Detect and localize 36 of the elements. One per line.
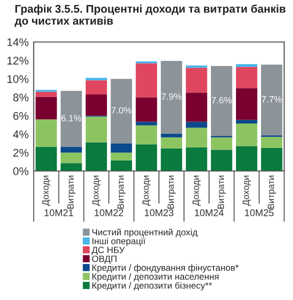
x-tick-label: Витрати — [67, 176, 76, 209]
x-tick-label: Витрати — [218, 176, 226, 209]
x-tick-label: Доходи — [142, 176, 151, 206]
legend-label: Чистий процентний дохід — [92, 228, 198, 238]
x-tick-label: Доходи — [42, 176, 50, 206]
data-label: 6.1% — [61, 114, 82, 122]
text: 10M22 — [94, 209, 124, 216]
legend-label: Кредити / фондування фінустанов* — [92, 264, 239, 273]
y-tick-label: 2% — [13, 148, 28, 157]
x-tick-label: Витрати — [118, 176, 126, 209]
text: 10M24 — [194, 209, 224, 216]
x-tick-label: Витрати — [268, 176, 276, 209]
legend-label: Інші операції — [92, 238, 146, 246]
data-label: 7.0% — [112, 107, 132, 114]
y-tick-label: 12% — [7, 56, 28, 65]
y-tick-label: 0% — [13, 167, 28, 176]
x-tick-label: Доходи — [92, 176, 100, 206]
data-label: 7.7% — [262, 96, 282, 102]
y-tick-label: 6% — [13, 112, 28, 120]
data-label: 7.9% — [162, 93, 182, 100]
legend-label: Кредити / депозити бізнесу** — [92, 282, 212, 290]
legend-label: ДС НБУ — [92, 246, 125, 255]
text: 10M23 — [144, 209, 174, 216]
y-tick-label: 4% — [13, 130, 28, 138]
text: 10M21 — [44, 209, 74, 216]
y-tick-label: 8% — [13, 94, 28, 102]
legend-label: Кредити / депозити населення — [92, 273, 218, 282]
legend-label: ОВДП — [92, 256, 116, 264]
text: 10M25 — [245, 209, 274, 216]
chart-title: Графік 3.5.5. Процентні доходи та витрати банків до чистих активів — [14, 4, 286, 27]
x-tick-label: Доходи — [192, 176, 201, 206]
x-tick-label: Витрати — [168, 176, 176, 209]
y-tick-label: 14% — [7, 38, 28, 46]
y-tick-label: 10% — [7, 75, 28, 83]
data-label: 7.6% — [212, 97, 232, 104]
x-tick-label: Доходи — [242, 176, 251, 206]
